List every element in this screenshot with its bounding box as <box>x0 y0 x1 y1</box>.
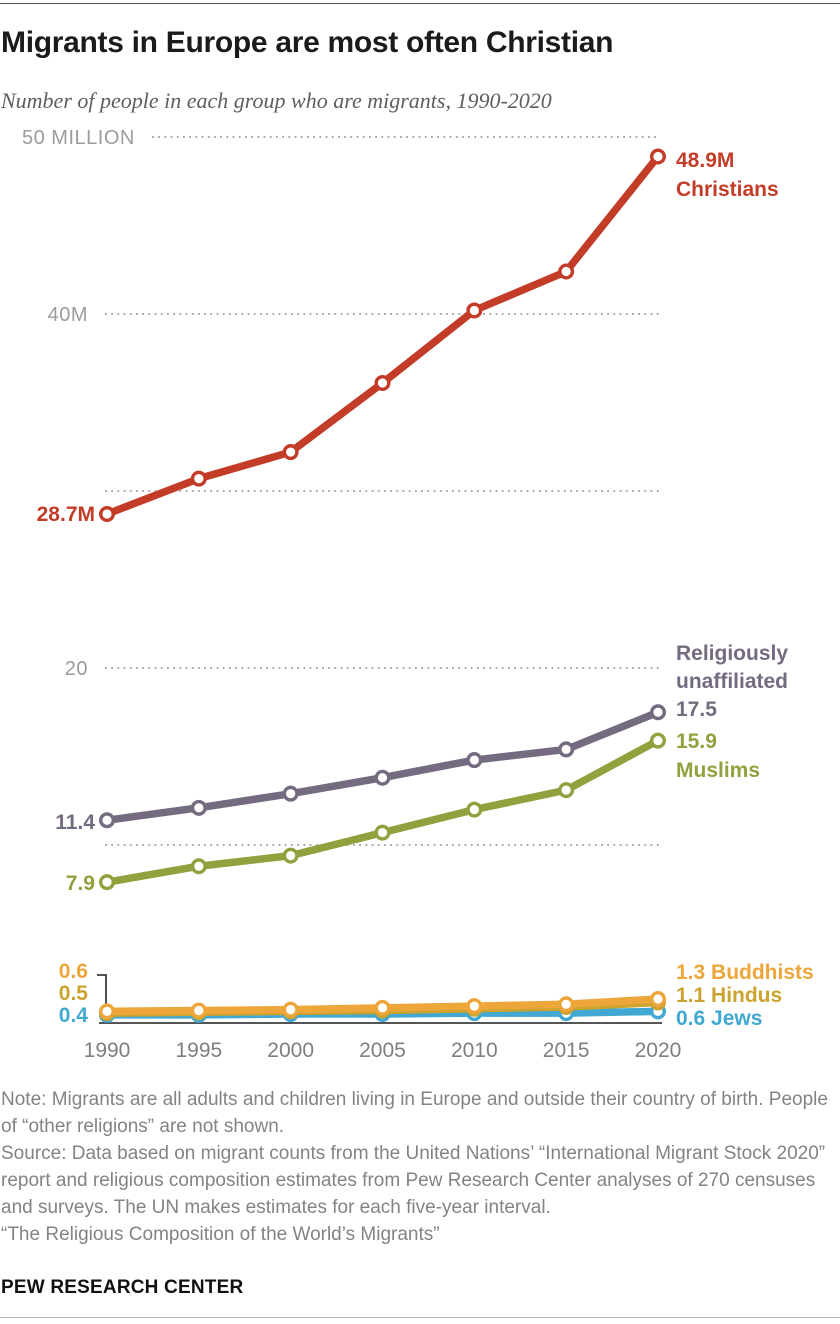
top-border <box>0 3 840 4</box>
marker-muslims-2010 <box>466 801 483 818</box>
start-value-label-muslims: 7.9 <box>66 872 95 895</box>
marker-religiously-unaffiliated-2005 <box>374 769 391 786</box>
x-axis-label-2020: 2020 <box>635 1039 682 1062</box>
line-religiously-unaffiliated <box>103 708 662 824</box>
x-axis-label-2015: 2015 <box>543 1039 590 1062</box>
end-label-religiously-unaffiliated-line1: Religiously <box>676 642 788 665</box>
marker-muslims-2015 <box>558 782 575 799</box>
marker-buddhists-1995 <box>190 1002 207 1019</box>
marker-buddhists-2010 <box>466 998 483 1015</box>
end-label-religiously-unaffiliated-line3: 17.5 <box>676 698 717 721</box>
marker-religiously-unaffiliated-2010 <box>466 752 483 769</box>
chart-notes: Note: Migrants are all adults and childr… <box>1 1086 837 1248</box>
report-title-text: “The Religious Composition of the World’… <box>1 1224 440 1245</box>
marker-religiously-unaffiliated-1995 <box>190 799 207 816</box>
end-label-religiously-unaffiliated-line2: unaffiliated <box>676 670 788 693</box>
end-label-hindus: 1.1 Hindus <box>676 984 782 1007</box>
marker-religiously-unaffiliated-1990 <box>98 812 115 829</box>
marker-buddhists-2020 <box>649 990 666 1007</box>
source-text: Source: Data based on migrant counts fro… <box>1 1143 826 1218</box>
marker-buddhists-1990 <box>98 1003 115 1020</box>
marker-christians-2010 <box>466 302 483 319</box>
chart-title: Migrants in Europe are most often Christ… <box>1 26 614 59</box>
start-value-label-jews: 0.4 <box>59 1004 89 1027</box>
x-axis-label-2000: 2000 <box>267 1039 314 1062</box>
marker-religiously-unaffiliated-2020 <box>649 704 666 721</box>
note-text: Note: Migrants are all adults and childr… <box>1 1089 828 1137</box>
brand-footer: PEW RESEARCH CENTER <box>1 1277 244 1298</box>
marker-muslims-2000 <box>282 847 299 864</box>
x-axis-label-1990: 1990 <box>84 1039 131 1062</box>
marker-religiously-unaffiliated-2015 <box>558 741 575 758</box>
marker-muslims-1995 <box>190 858 207 875</box>
marker-christians-1990 <box>98 506 115 523</box>
marker-christians-1995 <box>190 470 207 487</box>
marker-christians-2005 <box>374 375 391 392</box>
end-label-christians-line2: Christians <box>676 178 779 201</box>
bottom-border <box>0 1317 840 1318</box>
y-axis-label-40: 40M <box>48 304 88 326</box>
chart-subtitle: Number of people in each group who are m… <box>1 88 552 113</box>
start-value-label-buddhists: 0.6 <box>59 960 88 983</box>
end-label-jews: 0.6 Jews <box>676 1007 762 1030</box>
marker-christians-2000 <box>282 444 299 461</box>
marker-christians-2020 <box>649 148 666 165</box>
small-series-bracket <box>97 974 107 1006</box>
x-axis-label-1995: 1995 <box>175 1039 222 1062</box>
x-axis-label-2010: 2010 <box>451 1039 498 1062</box>
marker-religiously-unaffiliated-2000 <box>282 785 299 802</box>
start-value-label-hindus: 0.5 <box>59 982 89 1005</box>
marker-buddhists-2005 <box>374 999 391 1016</box>
marker-christians-2015 <box>558 263 575 280</box>
marker-buddhists-2000 <box>282 1001 299 1018</box>
y-axis-label-20: 20 <box>65 658 88 680</box>
x-axis-label-2005: 2005 <box>359 1039 406 1062</box>
marker-muslims-1990 <box>98 874 115 891</box>
end-label-christians-line1: 48.9M <box>676 149 734 172</box>
start-value-label-christians: 28.7M <box>37 503 95 526</box>
end-label-buddhists: 1.3 Buddhists <box>676 961 814 984</box>
marker-buddhists-2015 <box>558 996 575 1013</box>
start-value-label-religiously-unaffiliated: 11.4 <box>55 811 95 834</box>
y-axis-label-50: 50 MILLION <box>22 127 135 149</box>
line-christians <box>103 152 662 518</box>
marker-muslims-2005 <box>374 824 391 841</box>
end-label-muslims-line2: Muslims <box>676 759 760 782</box>
marker-muslims-2020 <box>649 732 666 749</box>
end-label-muslims-line1: 15.9 <box>676 730 717 753</box>
